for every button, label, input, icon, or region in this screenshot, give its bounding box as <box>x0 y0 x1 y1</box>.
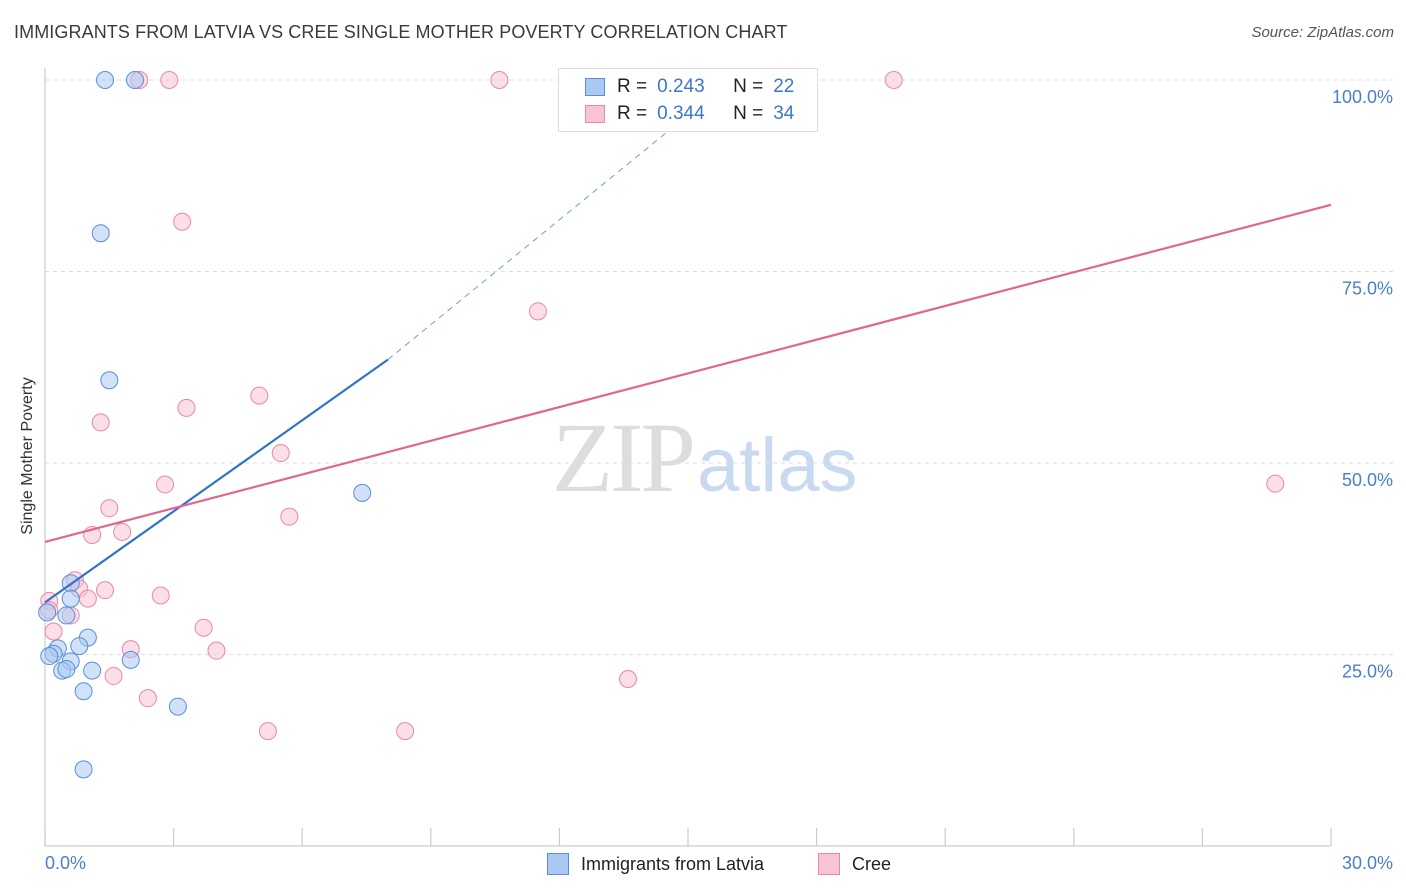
series-swatch-latvia <box>547 853 569 875</box>
latvia-point <box>57 660 76 679</box>
cree-point <box>104 666 123 685</box>
legend-n-label: N = <box>733 103 764 124</box>
legend-n-value: 22 <box>773 76 795 97</box>
cree-point <box>91 413 110 432</box>
cree-point <box>884 71 903 89</box>
cree-point <box>194 618 213 637</box>
legend-swatch-latvia <box>585 78 605 96</box>
cree-point <box>78 589 97 608</box>
latvia-point <box>74 682 93 701</box>
cree-point <box>44 622 63 641</box>
cree-point <box>96 581 115 600</box>
latvia-point <box>70 637 89 656</box>
cree-point <box>173 212 192 231</box>
axis-layer <box>44 68 1332 847</box>
series-legend-label: Cree <box>852 853 892 874</box>
grid-layer <box>45 79 1393 655</box>
legend-row-latvia: R = 0.243 N = 22 <box>585 74 794 100</box>
y-tick-label: 75.0% <box>1342 279 1393 299</box>
latvia-point <box>96 71 115 89</box>
cree-point <box>207 641 226 660</box>
cree-point <box>490 71 509 89</box>
latvia-point <box>57 606 76 625</box>
latvia-point <box>40 647 59 666</box>
cree-point <box>618 670 637 689</box>
latvia-trend-line <box>44 358 389 604</box>
latvia-point <box>74 760 93 779</box>
latvia-point <box>100 371 119 390</box>
cree-point <box>177 398 196 417</box>
trend-layer <box>44 79 1332 604</box>
latvia-point <box>83 661 102 680</box>
latvia-point <box>121 650 140 669</box>
cree-point <box>138 689 157 708</box>
watermark-atlas: atlas <box>697 423 858 508</box>
cree-point <box>250 386 269 405</box>
latvia-point <box>353 483 372 502</box>
series-legend-label: Immigrants from Latvia <box>581 853 765 874</box>
tick-label-layer: 25.0% 50.0% 75.0% 100.0% 0.0% 30.0% <box>45 87 1393 873</box>
latvia-point <box>38 603 57 622</box>
point-layer <box>38 71 1285 779</box>
latvia-point <box>91 224 110 243</box>
series-legend: Immigrants from Latvia Cree <box>0 851 1406 877</box>
legend-r-label: R = <box>617 76 648 97</box>
cree-point <box>160 71 179 89</box>
legend-r-value: 0.344 <box>657 103 705 124</box>
source-label: Source: ZipAtlas.com <box>1251 24 1394 41</box>
watermark: ZIPatlas <box>552 400 858 515</box>
y-tick-label: 50.0% <box>1342 470 1393 490</box>
series-legend-item-latvia: Immigrants from Latvia <box>547 853 764 875</box>
cree-point <box>100 499 119 518</box>
legend-r-value: 0.243 <box>657 76 705 97</box>
chart-title: IMMIGRANTS FROM LATVIA VS CREE SINGLE MO… <box>14 22 788 42</box>
y-tick-label: 100.0% <box>1332 87 1393 107</box>
watermark-zip: ZIP <box>552 402 696 513</box>
cree-point <box>258 722 277 741</box>
latvia-point <box>168 697 187 716</box>
cree-point <box>528 302 547 321</box>
cree-point <box>271 444 290 463</box>
x-tick-label: 0.0% <box>45 853 86 873</box>
cree-point <box>156 475 175 494</box>
legend-swatch-cree <box>585 105 605 123</box>
cree-point <box>396 722 415 741</box>
cree-point <box>280 507 299 526</box>
legend-n-label: N = <box>733 76 764 97</box>
legend-row-cree: R = 0.344 N = 34 <box>585 101 794 127</box>
y-tick-label: 25.0% <box>1342 662 1393 682</box>
latvia-point <box>61 589 80 608</box>
legend-r-label: R = <box>617 103 648 124</box>
cree-point <box>1266 474 1285 493</box>
series-swatch-cree <box>818 853 840 875</box>
cree-point <box>113 522 132 541</box>
latvia-point <box>126 71 145 89</box>
legend-n-value: 34 <box>773 103 795 124</box>
stats-legend: R = 0.243 N = 22 R = 0.344 N = 34 <box>558 68 818 132</box>
cree-point <box>151 586 170 605</box>
cree-trend-line <box>44 203 1332 543</box>
series-legend-item-cree: Cree <box>818 853 891 875</box>
x-tick-label: 30.0% <box>1342 853 1393 873</box>
